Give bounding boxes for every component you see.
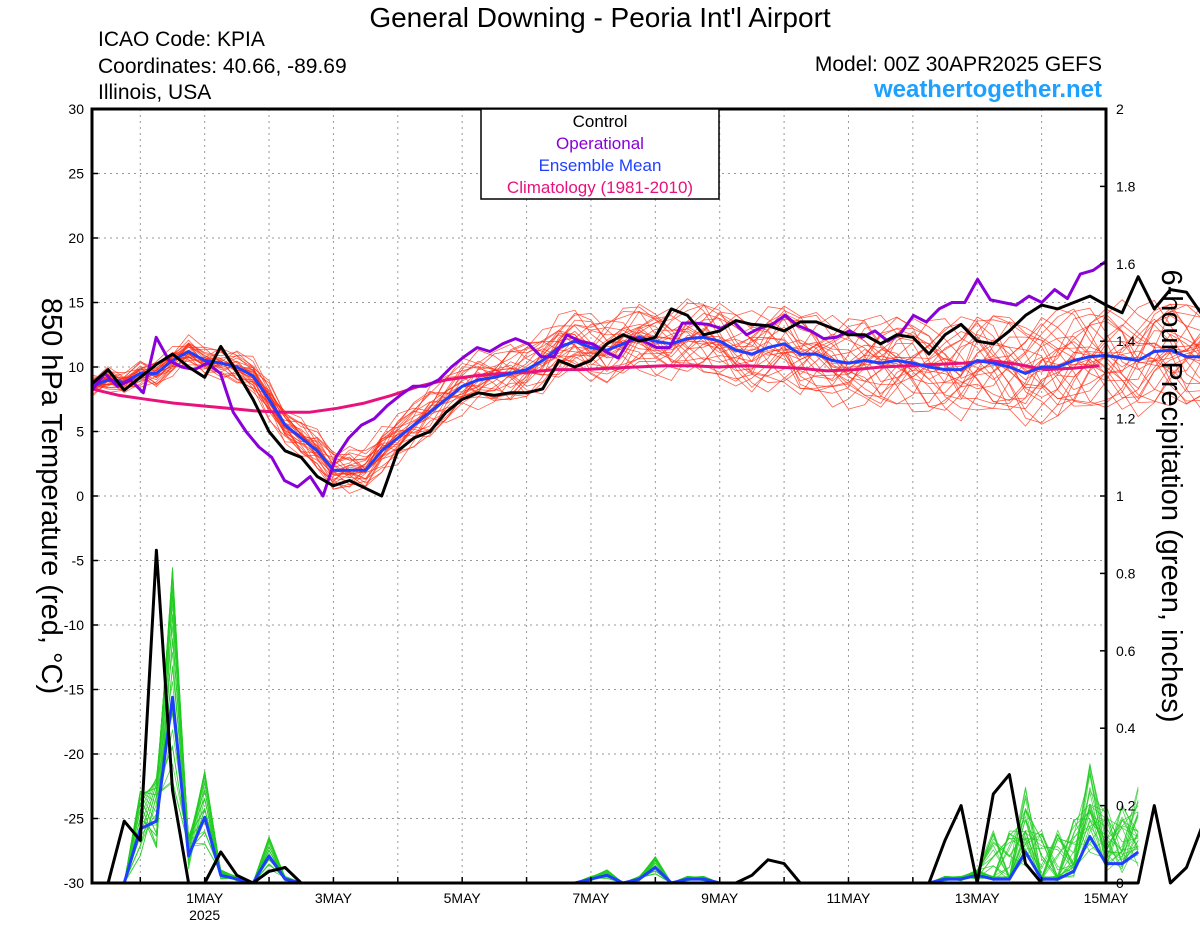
y2-tick-label: 0.4 <box>1116 720 1136 736</box>
ensemble-member-precip-line <box>92 574 1139 884</box>
x-tick-label: 15MAY <box>1084 890 1130 906</box>
ensemble-member-precip-line <box>92 595 1139 884</box>
x-tick-sublabel: 2025 <box>189 907 220 923</box>
icao-code: ICAO Code: KPIA <box>98 28 265 51</box>
x-tick-label: 3MAY <box>315 890 353 906</box>
y2-axis-title: 6-hour Precipitation (green, inches) <box>1155 270 1187 723</box>
ensemble-member-precip-line <box>92 651 1139 884</box>
ensemble-member-precip-line <box>92 639 1139 884</box>
legend-entry: Ensemble Mean <box>539 156 662 175</box>
ensemble-member-temp-line <box>91 310 1200 485</box>
ensemble-member-temp-line <box>91 308 1200 488</box>
operational-temp-line <box>90 259 1107 498</box>
ensemble-member-precip-line <box>92 568 1139 884</box>
x-tick-label: 11MAY <box>827 890 871 906</box>
y2-tick-label: 0.2 <box>1116 798 1136 814</box>
ensemble-member-precip-line <box>92 567 1139 884</box>
ensemble-member-precip-line <box>92 615 1139 884</box>
grid <box>92 109 1106 883</box>
legend: Control Operational Ensemble Mean Climatolo… <box>480 108 720 200</box>
ensemble-member-precip-line <box>92 637 1139 884</box>
y-tick-label: -20 <box>64 746 84 762</box>
operational-series <box>90 259 1107 498</box>
model-run: Model: 00Z 30APR2025 GEFS <box>814 53 1102 76</box>
legend-entry: Control <box>573 112 628 131</box>
coordinates: Coordinates: 40.66, -89.69 <box>98 55 347 78</box>
x-tick-label: 7MAY <box>572 890 610 906</box>
y2-tick-label: 0.6 <box>1116 643 1136 659</box>
ensemble-member-temp-line <box>91 304 1200 480</box>
ensemble-member-temp-line <box>91 312 1200 461</box>
ensemble-member-temp-line <box>91 308 1200 484</box>
x-tick-label: 9MAY <box>701 890 739 906</box>
ensemble-member-temp-line <box>91 299 1200 474</box>
y2-tick-label: 0.8 <box>1116 565 1136 581</box>
y-axis-title: 850 hPa Temperature (red, °C) <box>35 298 67 694</box>
legend-entry: Operational <box>556 134 644 153</box>
control-temp-line <box>91 275 1200 498</box>
axes: 302520151050-5-10-15-20-25-3021.81.61.41… <box>35 101 1187 923</box>
y-tick-label: -10 <box>64 617 84 633</box>
ensemble-member-precip-line <box>92 587 1139 884</box>
site-link[interactable]: weathertogether.net <box>873 76 1102 103</box>
y-tick-label: -30 <box>64 875 84 891</box>
chart-title: General Downing - Peoria Int'l Airport <box>369 2 831 33</box>
y2-tick-label: 1 <box>1116 488 1124 504</box>
ensemble-member-precip-line <box>92 667 1139 884</box>
y-tick-label: 15 <box>68 295 84 311</box>
y-tick-label: -25 <box>64 811 84 827</box>
y-tick-label: 0 <box>76 488 84 504</box>
ensemble-member-temp-line <box>91 310 1200 473</box>
y-tick-label: 30 <box>68 101 84 117</box>
ensemble-member-temp-line <box>91 305 1200 490</box>
ensemble-member-precip-line <box>92 665 1139 884</box>
y-tick-label: -5 <box>72 553 85 569</box>
ensemble-member-precip-line <box>92 625 1139 884</box>
ensemble-member-temp-line <box>91 312 1200 494</box>
y-tick-label: -15 <box>64 682 84 698</box>
ensemble-member-precip-line <box>92 614 1139 884</box>
ensemble-mean-series <box>91 335 1200 885</box>
ensemble-member-temp-line <box>91 302 1200 476</box>
x-tick-label: 1MAY <box>186 890 224 906</box>
ensemble-member-precip-line <box>92 586 1139 884</box>
y2-tick-label: 1.4 <box>1116 333 1136 349</box>
ensemble-member-precip-line <box>92 594 1139 884</box>
ensemble-member-precip-line <box>92 575 1139 884</box>
legend-entry: Climatology (1981-2010) <box>507 178 693 197</box>
x-tick-label: 5MAY <box>444 890 482 906</box>
y2-tick-label: 1.8 <box>1116 178 1136 194</box>
ensemble-mean-temp-line <box>91 335 1200 472</box>
y-tick-label: 5 <box>76 424 84 440</box>
ensemble-mean-precip-line <box>92 695 1140 885</box>
plot-frame <box>90 107 1108 885</box>
y-tick-label: 20 <box>68 230 84 246</box>
y2-tick-label: 1.6 <box>1116 256 1136 272</box>
plot-border <box>90 107 1108 885</box>
y2-tick-label: 2 <box>1116 101 1124 117</box>
legend-box <box>480 108 720 200</box>
precip-members <box>92 567 1139 884</box>
y2-tick-label: 1.2 <box>1116 411 1136 427</box>
ensemble-member-precip-line <box>92 604 1139 884</box>
y2-tick-label: 0 <box>1116 875 1124 891</box>
y-tick-label: 10 <box>68 359 84 375</box>
x-tick-label: 13MAY <box>955 890 1001 906</box>
ensemble-members <box>91 298 1200 494</box>
ensemble-member-precip-line <box>92 571 1139 884</box>
ensemble-member-precip-line <box>92 568 1139 884</box>
y-tick-label: 25 <box>68 166 84 182</box>
ensemble-member-temp-line <box>91 303 1200 468</box>
ensemble-member-precip-line <box>92 580 1139 884</box>
region: Illinois, USA <box>98 81 212 104</box>
ensemble-member-temp-line <box>91 308 1200 482</box>
